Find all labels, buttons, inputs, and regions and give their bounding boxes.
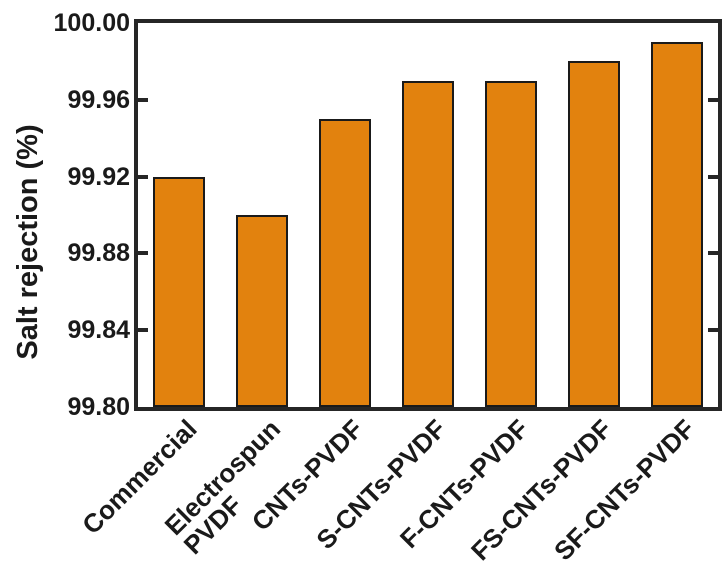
bar-electrospun-pvdf (236, 215, 288, 407)
y-tick-label: 99.88 (67, 239, 130, 267)
y-tick-label: 99.84 (67, 316, 130, 344)
bar-fs-cnts-pvdf (568, 61, 620, 407)
y-tick-right (708, 328, 718, 332)
y-tick-left (138, 251, 148, 255)
plot-area (138, 23, 718, 407)
bar-cnts-pvdf (319, 119, 371, 407)
y-tick-right (708, 175, 718, 179)
y-tick-label: 99.92 (67, 163, 130, 191)
y-tick-left (138, 98, 148, 102)
y-tick-label: 99.96 (67, 86, 130, 114)
bar-commercial (153, 177, 205, 407)
y-tick-left (138, 328, 148, 332)
y-tick-right (708, 251, 718, 255)
bar-s-cnts-pvdf (402, 81, 454, 407)
y-tick-label: 100.00 (53, 9, 130, 37)
bar-sf-cnts-pvdf (651, 42, 703, 407)
y-tick-label: 99.80 (67, 393, 130, 421)
y-tick-left (138, 175, 148, 179)
bar-f-cnts-pvdf (485, 81, 537, 407)
y-tick-right (708, 98, 718, 102)
